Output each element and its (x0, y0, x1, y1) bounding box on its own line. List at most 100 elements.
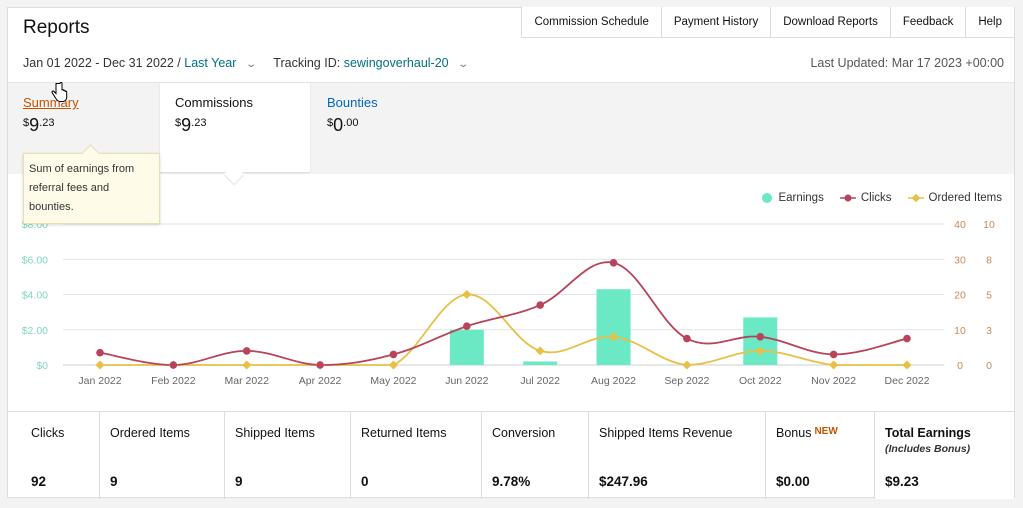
chart-legend: Earnings Clicks Ordered Items (746, 192, 1002, 204)
nav-download-reports[interactable]: Download Reports (770, 7, 890, 37)
chevron-down-icon: ⌄ (245, 59, 257, 70)
y-right1-tick: 0 (957, 360, 963, 372)
new-badge: NEW (814, 426, 838, 437)
stat-ordered-items: Ordered Items 9 (99, 412, 224, 499)
stat-value: 0 (361, 474, 369, 489)
clicks-point (756, 333, 765, 341)
x-tick-label: Dec 2022 (885, 375, 930, 387)
legend-ordered-items[interactable]: Ordered Items (907, 192, 1003, 204)
clicks-point (463, 322, 471, 331)
nav-payment-history[interactable]: Payment History (660, 7, 770, 37)
period-label: Last Year (184, 56, 237, 70)
nav-commission-schedule[interactable]: Commission Schedule (534, 16, 649, 28)
ordered-items-point (829, 360, 839, 370)
tab-bounties-value: $0.00 (327, 115, 447, 136)
stat-label: Total Earnings (885, 426, 971, 440)
legend-earnings-label: Earnings (778, 192, 824, 204)
stat-value: 9 (235, 474, 243, 489)
x-tick-label: Sep 2022 (664, 375, 709, 387)
summary-tabs: Summary $9.23 Commissions $9.23 Bounties… (8, 82, 1014, 174)
y-left-tick: $6.00 (22, 254, 48, 266)
stat-bonus: Bonus NEW $0.00 (765, 412, 874, 499)
y-right1-tick: 10 (954, 325, 966, 337)
currency-symbol: $ (175, 117, 182, 129)
stat-label: Clicks (31, 426, 65, 440)
stat-value: 9 (110, 474, 118, 489)
clicks-point (609, 258, 618, 267)
clicks-point (536, 301, 544, 309)
ordered-items-point (755, 346, 765, 356)
y-right2-tick: 3 (986, 325, 992, 337)
y-right2-tick: 8 (986, 254, 992, 266)
nav-help[interactable]: Help (965, 7, 1014, 37)
y-right2-tick: 5 (986, 290, 992, 302)
value-whole: 9 (29, 115, 40, 135)
stat-value: $247.96 (599, 474, 648, 489)
y-right1-tick: 40 (954, 219, 966, 231)
y-right1-tick: 20 (954, 290, 966, 302)
chevron-down-icon: ⌄ (457, 59, 470, 70)
hand-cursor-icon (51, 82, 68, 102)
tracking-id-label: Tracking ID: (273, 56, 341, 70)
ordered-items-point (95, 360, 105, 370)
y-left-tick: $0 (36, 360, 48, 372)
date-range-selector[interactable]: Jan 01 2022 - Dec 31 2022 / Last Year ⌄ (23, 56, 257, 70)
legend-clicks[interactable]: Clicks (839, 192, 892, 204)
ordered-items-point (902, 360, 912, 370)
y-right2-tick: 10 (983, 219, 995, 231)
earnings-bar (743, 317, 778, 365)
clicks-point (829, 350, 838, 359)
last-updated-text: Last Updated: Mar 17 2023 +00:00 (810, 56, 1004, 70)
value-cents: .23 (39, 117, 55, 129)
stat-label: Returned Items (361, 426, 447, 440)
value-whole: 0 (333, 115, 344, 135)
legend-earnings-dot-icon (762, 193, 773, 203)
ordered-items-point (462, 289, 472, 300)
x-tick-label: Feb 2022 (151, 375, 196, 387)
tab-bounties[interactable]: Bounties $0.00 (312, 83, 462, 175)
date-separator: / (177, 56, 181, 70)
x-tick-label: Aug 2022 (591, 375, 636, 387)
filter-bar: Jan 01 2022 - Dec 31 2022 / Last Year ⌄ … (23, 56, 470, 70)
legend-ordered-items-label: Ordered Items (928, 192, 1003, 204)
summary-tooltip: Sum of earnings from referral fees and b… (23, 153, 160, 224)
tab-summary-label: Summary (23, 95, 79, 110)
ordered-items-line (100, 293, 907, 366)
ordered-items-point (168, 360, 178, 370)
clicks-point (316, 361, 324, 369)
clicks-point (96, 348, 104, 357)
stat-label-text: Bonus (776, 426, 812, 440)
reports-panel: Reports Commission Schedule Payment Hist… (7, 7, 1015, 499)
stat-label: Conversion (492, 426, 556, 440)
x-tick-label: Mar 2022 (225, 375, 270, 387)
earnings-bar (523, 361, 558, 365)
ordered-items-point (388, 360, 398, 370)
stat-value: 9.78% (492, 474, 531, 489)
nav-feedback[interactable]: Feedback (889, 7, 966, 37)
y-right2-tick: 0 (986, 360, 992, 372)
tracking-id-value: sewingoverhaul-20 (343, 56, 449, 70)
clicks-point (389, 350, 398, 359)
stat-label: Shipped Items (235, 426, 315, 440)
legend-clicks-label: Clicks (860, 192, 892, 204)
x-tick-label: Jun 2022 (445, 375, 488, 387)
top-nav: Commission Schedule Payment History Down… (521, 7, 1015, 38)
tracking-id-selector[interactable]: Tracking ID: sewingoverhaul-20 ⌄ (273, 56, 470, 70)
stat-label: Ordered Items (110, 426, 190, 440)
tab-commissions[interactable]: Commissions $9.23 (160, 83, 310, 172)
x-tick-label: Nov 2022 (811, 375, 856, 387)
stat-total-earnings: Total Earnings (Includes Bonus) $9.23 (874, 412, 1014, 499)
stat-shipped-items: Shipped Items 9 (224, 412, 350, 499)
stat-returned-items: Returned Items 0 (350, 412, 481, 499)
legend-ordered-line-icon (907, 193, 924, 203)
tab-summary-value: $9.23 (23, 115, 143, 136)
date-range-text: Jan 01 2022 - Dec 31 2022 (23, 56, 174, 70)
earnings-bar (596, 289, 631, 365)
ordered-items-point (242, 360, 252, 370)
stat-clicks: Clicks 92 (8, 412, 99, 499)
stat-label: Bonus NEW (776, 426, 864, 440)
currency-symbol: $ (327, 117, 334, 129)
legend-clicks-line-icon (839, 194, 856, 202)
legend-earnings[interactable]: Earnings (762, 192, 824, 204)
earnings-bar (449, 329, 484, 365)
